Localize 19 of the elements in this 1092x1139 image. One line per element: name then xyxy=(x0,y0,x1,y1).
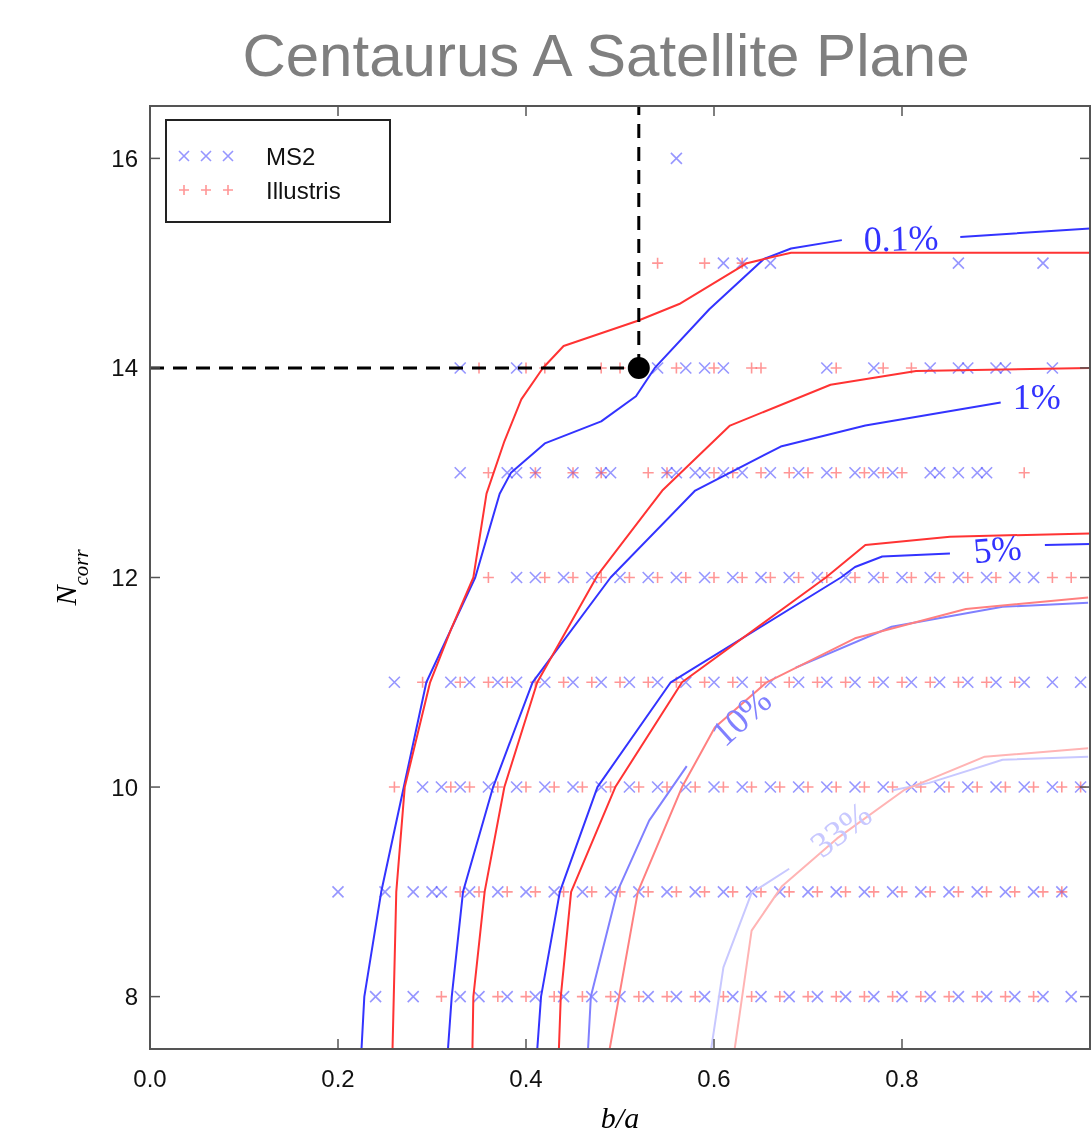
x-tick-label: 0.2 xyxy=(321,1065,355,1092)
annotation: 5% xyxy=(971,527,1024,572)
y-tick-label: 8 xyxy=(124,983,138,1011)
x-tick-label: 0.4 xyxy=(509,1065,543,1092)
x-tick-label: 0.8 xyxy=(885,1065,919,1092)
annotation: 0.1% xyxy=(863,217,940,260)
y-tick-label: 16 xyxy=(111,144,138,172)
y-tick-label: 10 xyxy=(111,773,138,801)
x-tick-label: 0.0 xyxy=(133,1065,167,1092)
x-tick-label: 0.6 xyxy=(697,1065,731,1092)
y-tick-label: 12 xyxy=(111,564,138,591)
chart-title: Centaurus A Satellite Plane xyxy=(242,22,970,89)
legend-label: MS2 xyxy=(266,142,316,170)
annotation: 33% xyxy=(802,793,880,866)
legend-label: Illustris xyxy=(266,176,341,204)
annotation: 1% xyxy=(1012,376,1061,417)
y-tick-label: 14 xyxy=(111,354,138,382)
annotation: 10% xyxy=(703,679,780,754)
x-axis-title: b/a xyxy=(600,1101,640,1134)
